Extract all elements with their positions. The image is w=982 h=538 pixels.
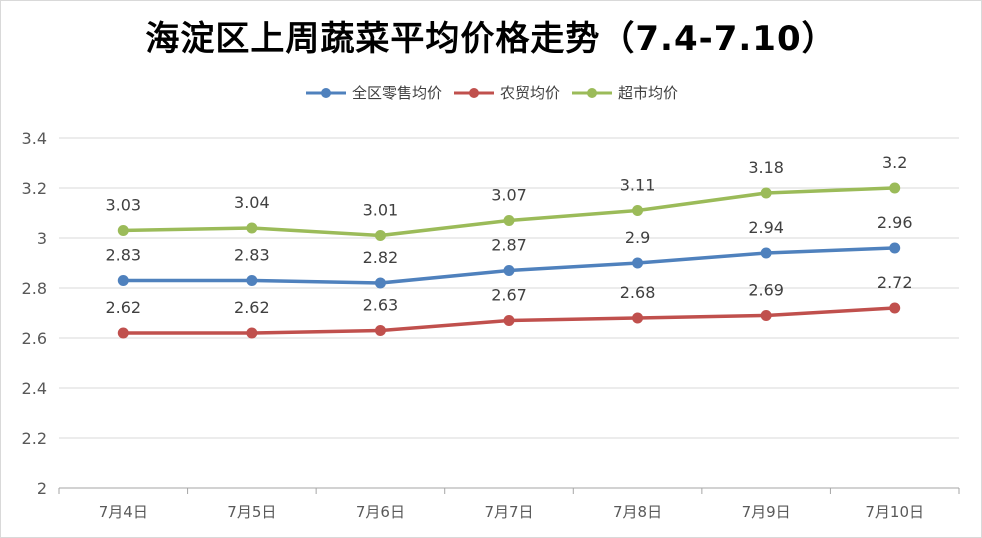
data-point xyxy=(503,215,515,226)
data-point xyxy=(889,302,901,314)
data-point xyxy=(374,230,386,241)
x-tick-label: 7月6日 xyxy=(356,503,405,521)
y-tick-label: 2.8 xyxy=(22,279,47,298)
x-tick-label: 7月10日 xyxy=(865,503,924,521)
legend-marker-market xyxy=(453,87,494,98)
data-label: 2.62 xyxy=(234,298,270,317)
legend-marker-supermarket xyxy=(572,87,612,98)
data-label: 3.01 xyxy=(363,201,399,220)
data-label: 2.87 xyxy=(491,236,527,255)
data-point xyxy=(374,325,386,336)
legend-item-retail: 全区零售均价 xyxy=(304,82,442,103)
data-label: 2.82 xyxy=(363,248,399,267)
data-label: 2.67 xyxy=(491,286,527,305)
chart-title: 海淀区上周蔬菜平均价格走势（7.4-7.10） xyxy=(145,19,837,59)
data-point xyxy=(889,242,901,254)
data-point xyxy=(760,310,772,321)
y-tick-label: 3.2 xyxy=(22,179,47,198)
legend-marker-retail xyxy=(305,87,346,98)
data-label: 2.62 xyxy=(105,298,141,317)
data-point xyxy=(246,222,258,234)
x-tick-label: 7月9日 xyxy=(742,503,791,521)
data-label: 2.68 xyxy=(620,283,656,302)
data-label: 2.9 xyxy=(625,228,650,247)
x-tick-label: 7月7日 xyxy=(484,503,533,521)
data-label: 3.18 xyxy=(748,158,784,177)
data-label: 2.94 xyxy=(748,218,784,237)
y-tick-label: 2 xyxy=(37,479,47,498)
data-point xyxy=(632,312,644,324)
data-label: 2.72 xyxy=(877,273,913,292)
data-label: 3.07 xyxy=(491,186,527,205)
data-point xyxy=(503,265,515,276)
y-tick-label: 3 xyxy=(37,229,47,248)
data-point xyxy=(760,187,772,199)
legend-label-market: 农贸均价 xyxy=(499,84,560,102)
data-point xyxy=(503,315,515,326)
y-tick-label: 2.4 xyxy=(22,379,47,398)
legend-item-market: 农贸均价 xyxy=(452,82,560,103)
x-tick-label: 7月4日 xyxy=(99,503,148,521)
legend-item-supermarket: 超市均价 xyxy=(570,82,678,103)
y-tick-label: 2.6 xyxy=(22,329,47,348)
data-label: 2.69 xyxy=(748,281,784,300)
data-label: 3.03 xyxy=(105,196,141,215)
legend-label-supermarket: 超市均价 xyxy=(618,84,679,102)
data-point xyxy=(117,225,129,236)
data-point xyxy=(246,327,258,339)
data-label: 3.2 xyxy=(882,153,907,172)
data-label: 2.63 xyxy=(363,296,399,315)
data-label: 2.96 xyxy=(877,213,913,232)
y-tick-label: 2.2 xyxy=(22,429,47,448)
y-tick-label: 3.4 xyxy=(22,129,47,148)
data-point xyxy=(246,275,258,286)
legend-label-retail: 全区零售均价 xyxy=(351,84,442,102)
x-tick-label: 7月5日 xyxy=(227,503,276,521)
data-point xyxy=(117,327,129,339)
chart-legend: 全区零售均价 农贸均价 超市均价 xyxy=(1,82,981,103)
data-point xyxy=(632,257,644,269)
data-point xyxy=(374,277,386,289)
data-point xyxy=(889,182,901,194)
data-point xyxy=(760,247,772,259)
data-label: 2.83 xyxy=(105,246,141,265)
data-label: 3.04 xyxy=(234,193,270,212)
x-tick-label: 7月8日 xyxy=(613,503,662,521)
data-point xyxy=(632,205,644,216)
data-label: 3.11 xyxy=(620,176,656,195)
data-point xyxy=(117,275,129,286)
data-label: 2.83 xyxy=(234,246,270,265)
